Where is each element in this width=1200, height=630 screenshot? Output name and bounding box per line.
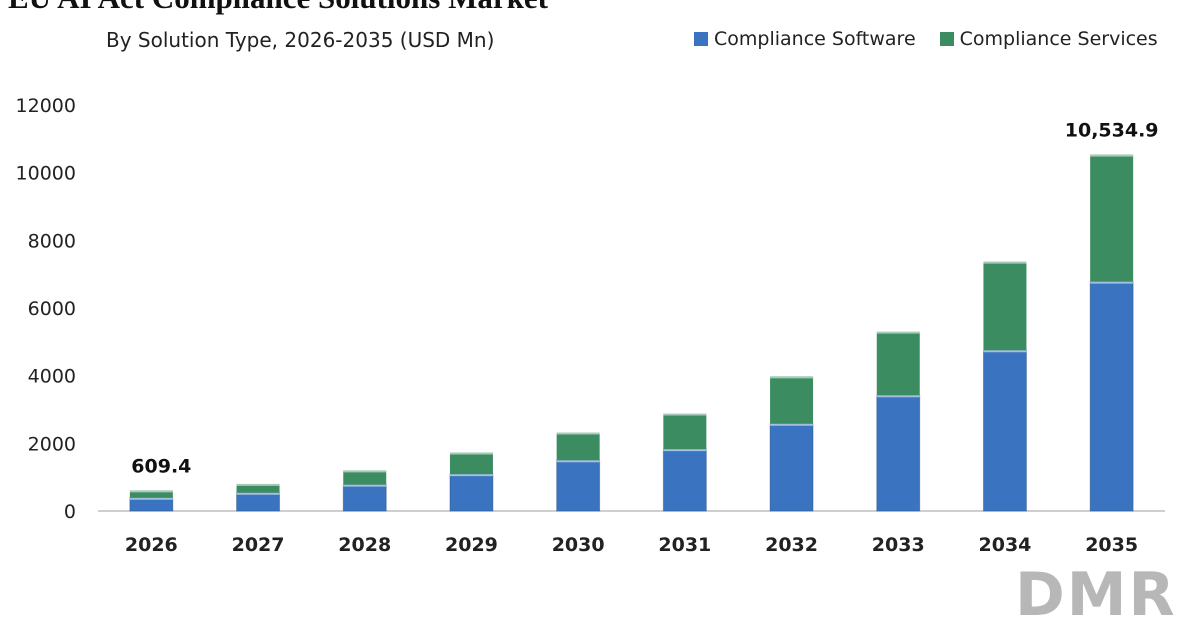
bar-software-2028 bbox=[342, 484, 387, 512]
y-tick-label: 10000 bbox=[16, 163, 76, 185]
legend-swatch-services bbox=[939, 32, 954, 46]
x-tick-label: 2027 bbox=[232, 534, 285, 556]
bar-software-2034 bbox=[982, 349, 1027, 512]
x-tick-label: 2026 bbox=[125, 534, 178, 556]
data-label-2026: 609.4 bbox=[131, 455, 191, 477]
bar-software-2029 bbox=[449, 473, 494, 512]
bar-chart: 0 2000 4000 6000 8000 10000 12000 2026 2027 2028 2… bbox=[16, 95, 1165, 556]
data-label-2035: 10,534.9 bbox=[1065, 120, 1159, 142]
legend-swatch-software bbox=[694, 32, 708, 46]
legend-label-services: Compliance Services bbox=[959, 28, 1158, 50]
bar-software-2027 bbox=[236, 492, 281, 512]
legend-item-services: Compliance Services bbox=[939, 28, 1158, 50]
bar-services-2027 bbox=[236, 483, 280, 493]
legend-item-software: Compliance Software bbox=[694, 28, 916, 50]
x-tick-label: 2034 bbox=[979, 534, 1032, 556]
bar-software-2031 bbox=[662, 448, 707, 512]
bar-services-2026 bbox=[129, 490, 173, 498]
y-tick-label: 6000 bbox=[28, 298, 76, 320]
legend: Compliance Software Compliance Services bbox=[694, 28, 1158, 50]
chart-subtitle: By Solution Type, 2026-2035 (USD Mn) bbox=[106, 28, 495, 52]
bar-services-2034 bbox=[983, 261, 1027, 351]
y-tick-label: 2000 bbox=[28, 433, 76, 455]
x-tick-label: 2030 bbox=[552, 534, 605, 556]
x-tick-label: 2031 bbox=[658, 534, 711, 556]
bar-services-2028 bbox=[343, 470, 387, 485]
y-tick-label: 8000 bbox=[28, 230, 76, 252]
bar-services-2029 bbox=[449, 452, 493, 475]
bar-software-2030 bbox=[556, 459, 601, 512]
x-tick-label: 2028 bbox=[338, 534, 391, 556]
chart-title: EU AI Act Compliance Solutions Market bbox=[8, 0, 548, 16]
bar-services-2033 bbox=[876, 331, 920, 396]
bar-services-2035 bbox=[1090, 154, 1134, 282]
x-tick-label: 2029 bbox=[445, 534, 498, 556]
y-tick-label: 0 bbox=[64, 501, 76, 523]
bar-services-2031 bbox=[663, 413, 707, 450]
bar-software-2032 bbox=[769, 423, 814, 512]
bar-software-2035 bbox=[1089, 281, 1134, 512]
y-tick-label: 4000 bbox=[28, 366, 76, 388]
bar-services-2030 bbox=[556, 432, 600, 461]
y-tick-label: 12000 bbox=[16, 95, 76, 117]
x-tick-label: 2033 bbox=[872, 534, 925, 556]
legend-label-software: Compliance Software bbox=[714, 28, 916, 50]
x-tick-label: 2035 bbox=[1085, 534, 1138, 556]
bar-services-2032 bbox=[770, 376, 814, 424]
bar-software-2033 bbox=[876, 394, 921, 512]
company-logo: DMR bbox=[1015, 560, 1177, 630]
x-tick-label: 2032 bbox=[765, 534, 818, 556]
